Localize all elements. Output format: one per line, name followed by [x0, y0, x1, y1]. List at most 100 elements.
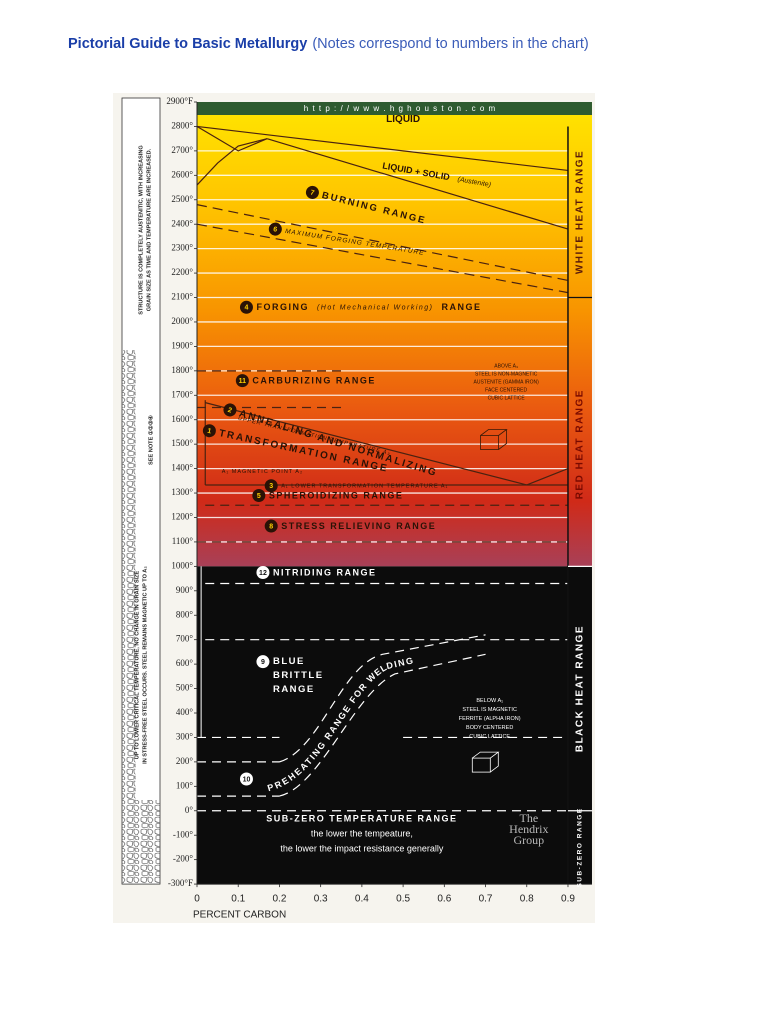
y-tick-label: 1800° — [171, 365, 193, 375]
note-number: 6 — [273, 226, 278, 234]
y-tick-label: 1300° — [171, 487, 193, 497]
range-text: CARBURIZING RANGE — [252, 375, 375, 385]
cube-edges — [480, 429, 508, 450]
title: Pictorial Guide to Basic Metallurgy — [68, 36, 307, 52]
phase-line — [526, 468, 569, 486]
note-marker — [223, 403, 237, 417]
strip-note: STRUCTURE IS COMPLETELY AUSTENITIC, WITH… — [138, 145, 144, 314]
lattice-cube — [480, 429, 508, 450]
range-label: 5 SPHEROIDIZING RANGE — [252, 488, 404, 502]
strip-note: SEE NOTE ①②③④ — [147, 414, 154, 465]
range-label: 11 CARBURIZING RANGE — [235, 374, 375, 388]
y-tick-label: 2900°F — [166, 96, 193, 106]
metallurgy-chart: h t t p : / / w w w . h g h o u s t o n … — [121, 96, 592, 921]
range-text: BELOW A₁ — [476, 698, 503, 704]
range-label: 4 FORGING (Hot Mechanical Working) RANGE — [239, 300, 481, 314]
y-tick-label: -100° — [173, 829, 193, 839]
y-tick-label: 200° — [176, 756, 194, 766]
range-text: SPHEROIDIZING RANGE — [269, 490, 404, 500]
y-tick-label: 1700° — [171, 389, 193, 399]
phase-line — [196, 138, 268, 186]
range-text: NITRIDING RANGE — [273, 567, 377, 577]
y-tick-label: 0° — [185, 805, 194, 815]
cube-edges — [472, 751, 500, 773]
cube-face — [471, 757, 491, 773]
range-text: The — [519, 811, 538, 825]
range-text: CUBIC LATTICE — [488, 395, 526, 401]
note-marker — [264, 519, 278, 533]
x-tick-label: 0 — [194, 894, 200, 905]
x-tick-label: 0.7 — [479, 894, 493, 905]
heat-range-label: WHITE HEAT RANGE — [575, 150, 586, 274]
note-number: 11 — [239, 378, 247, 385]
heat-gradient — [197, 102, 592, 567]
note-marker — [239, 772, 253, 786]
y-tick-label: 1000° — [171, 560, 193, 570]
note-number: 1 — [207, 428, 212, 436]
range-text: A₁ MAGNETIC POINT A₂ — [222, 469, 303, 475]
y-tick-label: 2700° — [171, 145, 193, 155]
y-tick-label: 1400° — [171, 463, 193, 473]
x-axis-title: PERCENT CARBON — [193, 910, 286, 921]
y-tick-label: -200° — [173, 854, 193, 864]
cube-face — [480, 435, 499, 450]
range-text: AUSTENITE (GAMMA IRON) — [474, 379, 540, 385]
note-marker — [268, 222, 282, 236]
url-bar — [197, 102, 592, 115]
note-number: 12 — [259, 570, 267, 577]
range-text: STEEL IS NON-MAGNETIC — [475, 371, 538, 377]
range-text: STEEL IS MAGNETIC — [462, 707, 517, 713]
range-label: A₁ MAGNETIC POINT A₂ — [222, 469, 303, 475]
subtitle: (Notes correspond to numbers in the char… — [312, 36, 588, 52]
note-marker — [235, 374, 249, 388]
y-tick-label: 600° — [176, 658, 194, 668]
y-tick-label: 500° — [176, 683, 194, 693]
range-text: CUBIC LATTICE — [469, 734, 510, 740]
y-tick-label: 2600° — [171, 169, 193, 179]
range-label: 8 STRESS RELIEVING RANGE — [264, 519, 436, 533]
note-number: 2 — [227, 407, 233, 415]
range-label: 3 A₁ LOWER TRANSFORMATION TEMPERATURE A₁ — [264, 479, 448, 493]
note-marker — [252, 488, 266, 502]
phase-line — [196, 125, 569, 172]
note-number: 8 — [269, 523, 273, 530]
range-text: LIQUID — [386, 114, 420, 125]
range-text: A₁ LOWER TRANSFORMATION TEMPERATURE A₁ — [281, 484, 448, 490]
note-number: 7 — [309, 189, 315, 197]
range-text: FORGING — [256, 302, 309, 312]
note-number: 9 — [261, 659, 265, 666]
range-text: STRESS RELIEVING RANGE — [281, 521, 436, 531]
note-marker — [256, 655, 270, 669]
heat-range-label: RED HEAT RANGE — [575, 389, 586, 499]
url: h t t p : / / w w w . h g h o u s t o n … — [304, 104, 496, 113]
x-tick-label: 0.8 — [520, 894, 534, 905]
range-text: BRITTLE — [273, 670, 324, 681]
y-tick-label: 1600° — [171, 414, 193, 424]
phase-line — [196, 125, 268, 152]
y-tick-label: 1900° — [171, 340, 193, 350]
y-tick-label: 1100° — [172, 536, 194, 546]
y-tick-label: 1200° — [171, 512, 193, 522]
grain-structure — [122, 800, 160, 884]
page-heading: Pictorial Guide to Basic Metallurgy (Note… — [68, 36, 589, 52]
x-tick-label: 0.9 — [561, 894, 575, 905]
x-tick-label: 0.4 — [355, 894, 369, 905]
lattice-cube — [471, 751, 500, 773]
note-marker — [256, 565, 270, 579]
y-tick-label: 2500° — [171, 194, 193, 204]
range-label: SUB-ZERO TEMPERATURE RANGE the lower the … — [266, 814, 456, 854]
x-tick-label: 0.3 — [314, 894, 328, 905]
range-text: BODY CENTERED — [466, 725, 513, 731]
x-tick-label: 0.2 — [272, 894, 286, 905]
phase-line — [205, 402, 527, 486]
range-text: BLUE — [273, 656, 305, 667]
note-number: 3 — [269, 483, 273, 490]
range-label: 12 NITRIDING RANGE — [256, 565, 377, 579]
range-text: RANGE — [441, 302, 481, 312]
range-text: RANGE — [273, 684, 315, 695]
range-text: Hendrix — [509, 822, 548, 836]
